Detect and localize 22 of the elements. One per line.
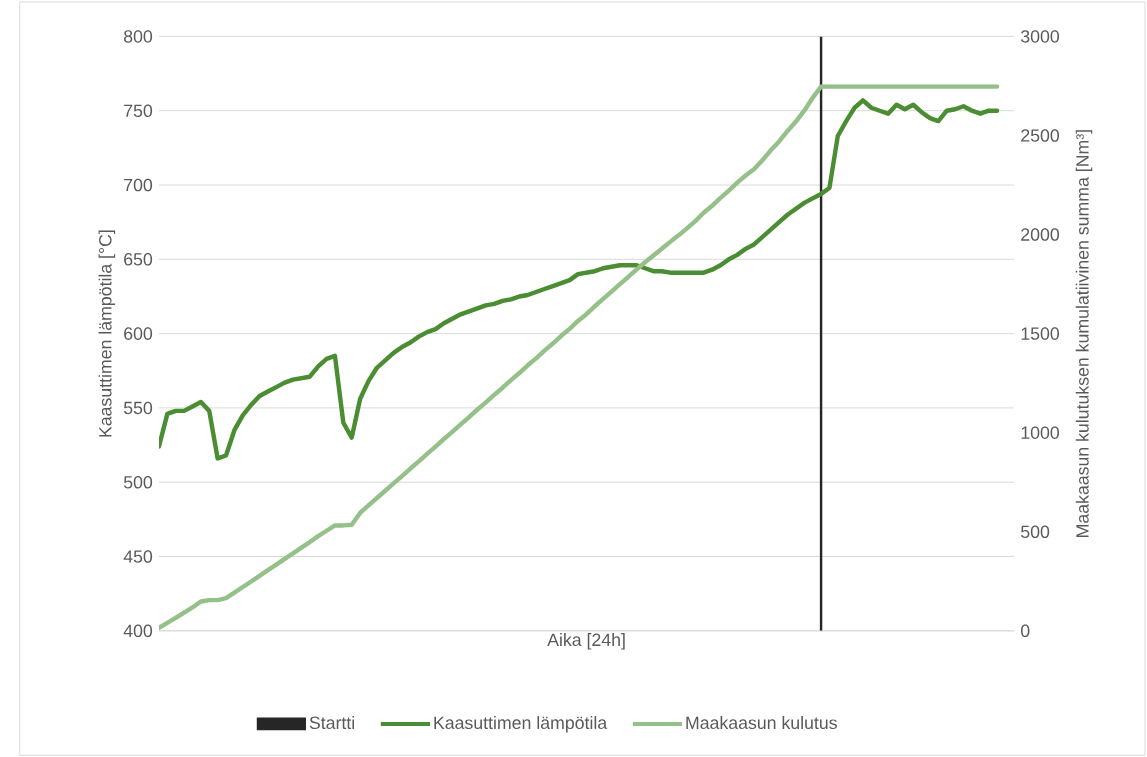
y2-tick-label: 1000: [1021, 426, 1060, 440]
legend-label: Maakaasun kulutus: [686, 716, 837, 730]
y2-tick-label: 500: [1021, 525, 1050, 539]
y2-tick-label: 2000: [1021, 228, 1060, 241]
y2-tick-label: 1500: [1021, 327, 1060, 340]
y-tick-label: 550: [123, 401, 153, 415]
legend-label: Startti: [309, 716, 354, 730]
y-tick-label: 600: [124, 327, 153, 340]
y2-tick-label: 2500: [1021, 129, 1060, 142]
y-tick-label: 750: [124, 104, 153, 118]
y-tick-label: 450: [123, 550, 153, 563]
y-axis-title: Kaasuttimen lämpötila [°C]: [98, 230, 116, 437]
y-tick-label: 800: [124, 30, 153, 43]
y-tick-label: 700: [124, 178, 153, 192]
legend-label: Kaasuttimen lämpötila: [434, 716, 608, 733]
y2-tick-label: 3000: [1021, 30, 1060, 43]
y-tick-label: 650: [124, 253, 153, 266]
y-tick-label: 500: [123, 476, 153, 489]
x-axis-title: Aika [24h]: [547, 633, 625, 650]
y-tick-label: 400: [123, 624, 153, 638]
y2-tick-label: 0: [1021, 624, 1030, 638]
y2-axis-title: Maakaasun kulutuksen kumulatiivinen summa [Nm³]: [1075, 130, 1093, 538]
